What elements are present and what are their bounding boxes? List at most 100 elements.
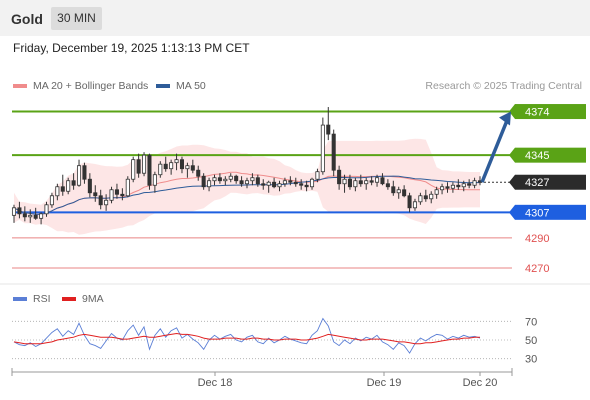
- candle: [196, 165, 201, 181]
- candle-body-down: [239, 180, 244, 185]
- candle: [402, 185, 407, 198]
- candle-body-down: [87, 178, 92, 194]
- x-tick-label: Dec 20: [463, 377, 498, 389]
- candle-body-up: [434, 189, 439, 195]
- candle-body-down: [347, 178, 352, 188]
- candle: [450, 182, 455, 193]
- candle: [201, 173, 206, 190]
- candle: [93, 185, 98, 202]
- rsi-tick-label: 70: [525, 316, 537, 328]
- candle: [179, 156, 185, 174]
- candle: [44, 201, 49, 217]
- candle: [185, 162, 190, 178]
- last-price-tag: [515, 174, 586, 190]
- legend-ma20-bollinger: MA 20 + Bollinger Bands: [13, 80, 148, 92]
- candle: [114, 183, 119, 199]
- candle: [120, 188, 125, 201]
- candle-body-down: [114, 189, 119, 195]
- candle: [315, 168, 320, 183]
- candle-body-up: [461, 183, 466, 188]
- candle: [331, 129, 336, 177]
- candle: [380, 173, 385, 186]
- candle-body-down: [326, 124, 331, 135]
- candle: [125, 176, 130, 198]
- legend-swatch: [156, 84, 170, 89]
- level-label: 4374: [525, 107, 549, 119]
- candle: [353, 177, 358, 192]
- candle: [456, 179, 461, 190]
- candle: [212, 174, 217, 186]
- candle-body-up: [375, 177, 380, 183]
- candle-body-down: [445, 186, 450, 189]
- candle-body-down: [456, 184, 461, 188]
- candle-body-up: [49, 195, 54, 206]
- candle-body-down: [71, 180, 76, 186]
- candle: [22, 206, 27, 222]
- credit-text: Research © 2025 Trading Central: [425, 80, 582, 92]
- candle-body-down: [337, 169, 342, 185]
- level-tag-pointer: [509, 104, 515, 120]
- candle: [434, 186, 439, 199]
- candle-body-up: [320, 124, 325, 173]
- legend-label: 9MA: [82, 293, 104, 305]
- candle-body-down: [261, 183, 266, 186]
- candle: [472, 177, 477, 189]
- candle-body-up: [28, 214, 33, 218]
- candle: [418, 192, 423, 205]
- legend-label: MA 20 + Bollinger Bands: [33, 80, 149, 92]
- candle-body-down: [120, 193, 125, 197]
- candle: [391, 180, 396, 196]
- candle: [234, 174, 239, 184]
- legend-rsi: RSI: [13, 293, 51, 305]
- candle: [87, 173, 92, 198]
- candle-body-down: [288, 180, 293, 183]
- candle: [461, 180, 466, 192]
- candle-body-down: [234, 175, 239, 182]
- legend-label: MA 50: [176, 80, 206, 92]
- candle: [369, 176, 374, 186]
- candle: [190, 159, 195, 174]
- candle-body-up: [315, 171, 320, 180]
- candle: [326, 107, 331, 141]
- candle: [282, 177, 287, 187]
- candle-body-down: [136, 159, 141, 174]
- candle: [136, 153, 141, 178]
- candle-body-up: [282, 180, 287, 185]
- x-axis: Dec 18 Dec 19 Dec 20: [11, 368, 513, 389]
- timestamp: Friday, December 19, 2025 1:13:13 PM CET: [13, 41, 250, 55]
- legend-ma50: MA 50: [156, 80, 206, 92]
- candle: [239, 176, 244, 187]
- candle-body-up: [104, 199, 109, 206]
- candle: [174, 153, 179, 171]
- candle-body-up: [55, 186, 60, 197]
- timeframe-button[interactable]: 30 MIN: [51, 7, 102, 30]
- candle-body-up: [212, 177, 217, 182]
- candle-body-down: [402, 189, 407, 197]
- level-tag-pointer: [509, 147, 515, 163]
- rsi-line: [13, 317, 481, 354]
- candle-body-down: [255, 177, 260, 185]
- candle-body-down: [82, 165, 87, 180]
- candle-body-up: [418, 195, 423, 203]
- candle: [375, 174, 380, 187]
- candle-body-up: [266, 181, 271, 186]
- candle-body-down: [22, 213, 27, 218]
- candle: [337, 165, 342, 190]
- candle-body-up: [250, 177, 255, 182]
- candle: [71, 173, 76, 190]
- candle-body-down: [293, 181, 298, 185]
- candle-body-down: [196, 169, 201, 177]
- candle-body-up: [125, 178, 130, 197]
- legend-label: RSI: [33, 293, 51, 305]
- candle: [217, 173, 222, 184]
- candle-body-up: [76, 165, 82, 186]
- candle-body-down: [369, 180, 374, 183]
- candle-body-down: [304, 184, 309, 188]
- candle-body-up: [412, 201, 418, 209]
- candle: [60, 174, 65, 196]
- candle: [17, 201, 22, 219]
- candle-body-up: [472, 180, 477, 186]
- rsi-tick-label: 50: [525, 335, 537, 347]
- candle-body-up: [185, 165, 190, 170]
- candle: [76, 159, 82, 187]
